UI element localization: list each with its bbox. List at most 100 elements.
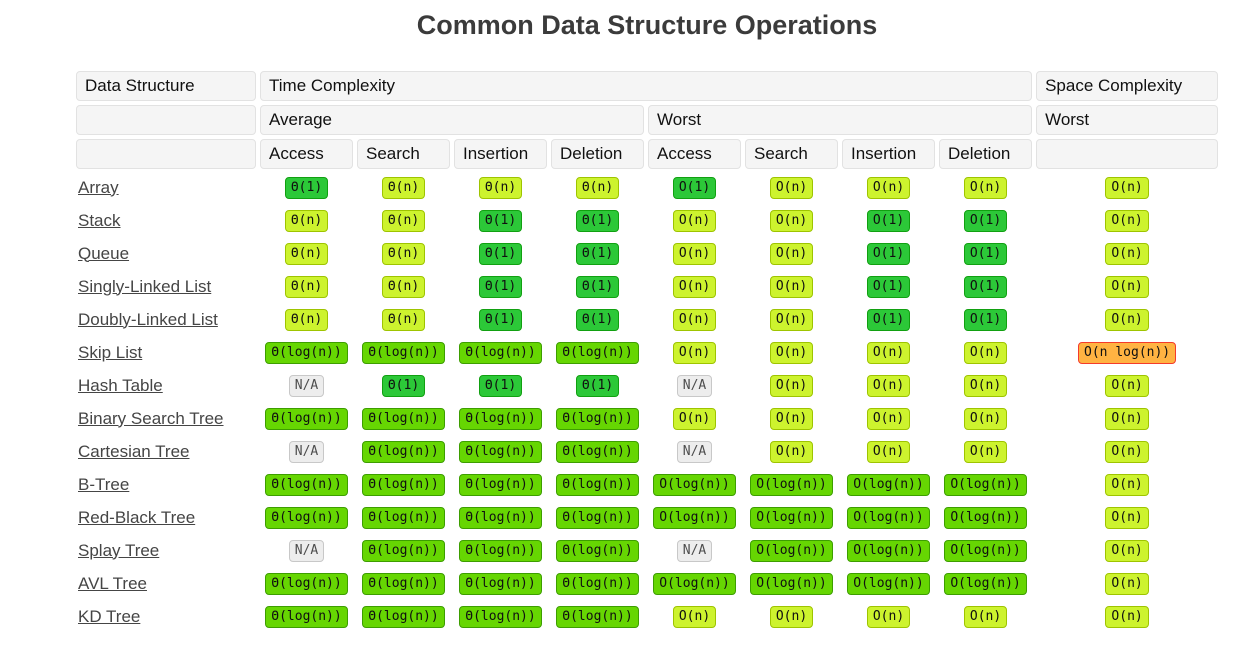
data-structure-link[interactable]: B-Tree <box>78 474 130 494</box>
complexity-badge: Θ(1) <box>575 374 620 397</box>
complexity-badge: O(n) <box>672 308 717 331</box>
complexity-cell: Θ(log(n)) <box>357 470 450 499</box>
complexity-cell: Θ(n) <box>357 305 450 334</box>
complexity-badge: Θ(log(n)) <box>459 440 542 463</box>
complexity-cell: O(log(n)) <box>745 536 838 565</box>
complexity-cell: O(1) <box>939 239 1032 268</box>
data-structure-link[interactable]: Hash Table <box>78 375 163 395</box>
data-structure-link[interactable]: Singly-Linked List <box>78 276 212 296</box>
complexity-badge: O(n) <box>866 176 911 199</box>
complexity-cell: O(log(n)) <box>939 470 1032 499</box>
data-structure-link[interactable]: KD Tree <box>78 606 141 626</box>
complexity-badge: O(log(n)) <box>847 473 930 496</box>
complexity-cell: O(n) <box>939 371 1032 400</box>
complexity-badge: Θ(log(n)) <box>556 539 639 562</box>
complexity-badge: Θ(log(n)) <box>459 341 542 364</box>
complexity-cell: O(n) <box>842 437 935 466</box>
header-op-average-insertion: Insertion <box>454 139 547 169</box>
complexity-cell: Θ(1) <box>260 173 353 202</box>
data-structure-cell: Queue <box>76 239 256 268</box>
complexity-cell: O(log(n)) <box>648 569 741 598</box>
complexity-cell: N/A <box>260 437 353 466</box>
data-structure-link[interactable]: Red-Black Tree <box>78 507 196 527</box>
data-structure-cell: AVL Tree <box>76 569 256 598</box>
data-structure-link[interactable]: Binary Search Tree <box>78 408 224 428</box>
complexity-badge: O(1) <box>672 176 717 199</box>
complexity-badge: Θ(log(n)) <box>362 440 445 463</box>
table-row: Cartesian Tree N/A Θ(log(n)) Θ(log(n)) Θ(log… <box>76 437 1218 466</box>
complexity-badge: O(n) <box>866 374 911 397</box>
table-row: KD Tree Θ(log(n)) Θ(log(n)) Θ(log(n)) Θ(log(… <box>76 602 1218 631</box>
complexity-badge: Θ(log(n)) <box>265 473 348 496</box>
complexity-cell: O(n) <box>648 602 741 631</box>
complexity-cell: O(n) <box>842 371 935 400</box>
complexity-badge: O(1) <box>866 209 911 232</box>
complexity-badge: Θ(n) <box>381 308 426 331</box>
data-structure-link[interactable]: Cartesian Tree <box>78 441 190 461</box>
complexity-cell: Θ(log(n)) <box>357 569 450 598</box>
complexity-badge: Θ(1) <box>575 275 620 298</box>
data-structure-cell: Splay Tree <box>76 536 256 565</box>
header-row-operations: Access Search Insertion Deletion Access … <box>76 139 1219 169</box>
complexity-cell: Θ(n) <box>551 173 644 202</box>
complexity-badge: O(n) <box>672 341 717 364</box>
data-structure-link[interactable]: Queue <box>78 243 130 263</box>
complexity-cell: Θ(log(n)) <box>357 338 450 367</box>
complexity-badge: Θ(log(n)) <box>265 605 348 628</box>
complexity-cell: Θ(log(n)) <box>357 437 450 466</box>
complexity-cell: O(n) <box>745 239 838 268</box>
complexity-cell: O(log(n)) <box>648 503 741 532</box>
table-row: Stack Θ(n) Θ(n) Θ(1) Θ(1) O(n) O(n) O(1) O(1) O(n… <box>76 206 1218 235</box>
complexity-cell: Θ(log(n)) <box>551 569 644 598</box>
complexity-badge: O(1) <box>963 308 1008 331</box>
complexity-cell: N/A <box>260 371 353 400</box>
complexity-badge: Θ(n) <box>381 275 426 298</box>
header-average: Average <box>260 105 644 135</box>
complexity-cell: O(n) <box>939 437 1032 466</box>
complexity-badge: O(n) <box>866 407 911 430</box>
complexity-badge: Θ(n) <box>575 176 620 199</box>
complexity-cell: Θ(n) <box>260 206 353 235</box>
complexity-cell: Θ(log(n)) <box>260 470 353 499</box>
header-op-average-access: Access <box>260 139 353 169</box>
data-structure-link[interactable]: Splay Tree <box>78 540 160 560</box>
data-structure-cell: Stack <box>76 206 256 235</box>
complexity-cell: N/A <box>260 536 353 565</box>
complexity-badge: Θ(1) <box>478 209 523 232</box>
complexity-cell: Θ(1) <box>551 239 644 268</box>
complexity-badge: O(n) <box>769 374 814 397</box>
complexity-cell: O(n) <box>1036 602 1218 631</box>
complexity-badge: O(1) <box>963 242 1008 265</box>
complexity-badge: O(log(n)) <box>653 473 736 496</box>
complexity-badge: O(n) <box>866 341 911 364</box>
complexity-cell: Θ(log(n)) <box>454 602 547 631</box>
complexity-badge: Θ(log(n)) <box>362 473 445 496</box>
complexity-cell: O(n) <box>745 272 838 301</box>
complexity-cell: Θ(log(n)) <box>454 338 547 367</box>
data-structure-link[interactable]: Doubly-Linked List <box>78 309 218 329</box>
complexity-cell: Θ(log(n)) <box>551 437 644 466</box>
complexity-badge: Θ(log(n)) <box>362 572 445 595</box>
complexity-cell: O(1) <box>842 206 935 235</box>
complexity-badge: O(log(n)) <box>944 473 1027 496</box>
complexity-badge: O(n) <box>1105 506 1149 529</box>
page-title: Common Data Structure Operations <box>416 10 878 40</box>
data-structure-cell: Array <box>76 173 256 202</box>
complexity-cell: Θ(log(n)) <box>551 536 644 565</box>
complexity-cell: O(n) <box>939 338 1032 367</box>
data-structure-link[interactable]: Skip List <box>78 342 143 362</box>
complexity-cell: O(n) <box>939 404 1032 433</box>
complexity-cell: Θ(1) <box>551 206 644 235</box>
data-structure-link[interactable]: AVL Tree <box>78 573 147 593</box>
complexity-badge: O(n) <box>1105 308 1149 331</box>
complexity-cell: O(n) <box>745 437 838 466</box>
complexity-cell: Θ(n) <box>260 305 353 334</box>
header-op-worst-search: Search <box>745 139 838 169</box>
table-row: Red-Black Tree Θ(log(n)) Θ(log(n)) Θ(log(n)… <box>76 503 1218 532</box>
complexity-cell: Θ(1) <box>551 305 644 334</box>
data-structure-link[interactable]: Array <box>78 177 119 197</box>
data-structure-link[interactable]: Stack <box>78 210 121 230</box>
complexity-cell: Θ(log(n)) <box>260 602 353 631</box>
complexity-cell: Θ(log(n)) <box>551 338 644 367</box>
complexity-cell: O(n) <box>842 173 935 202</box>
